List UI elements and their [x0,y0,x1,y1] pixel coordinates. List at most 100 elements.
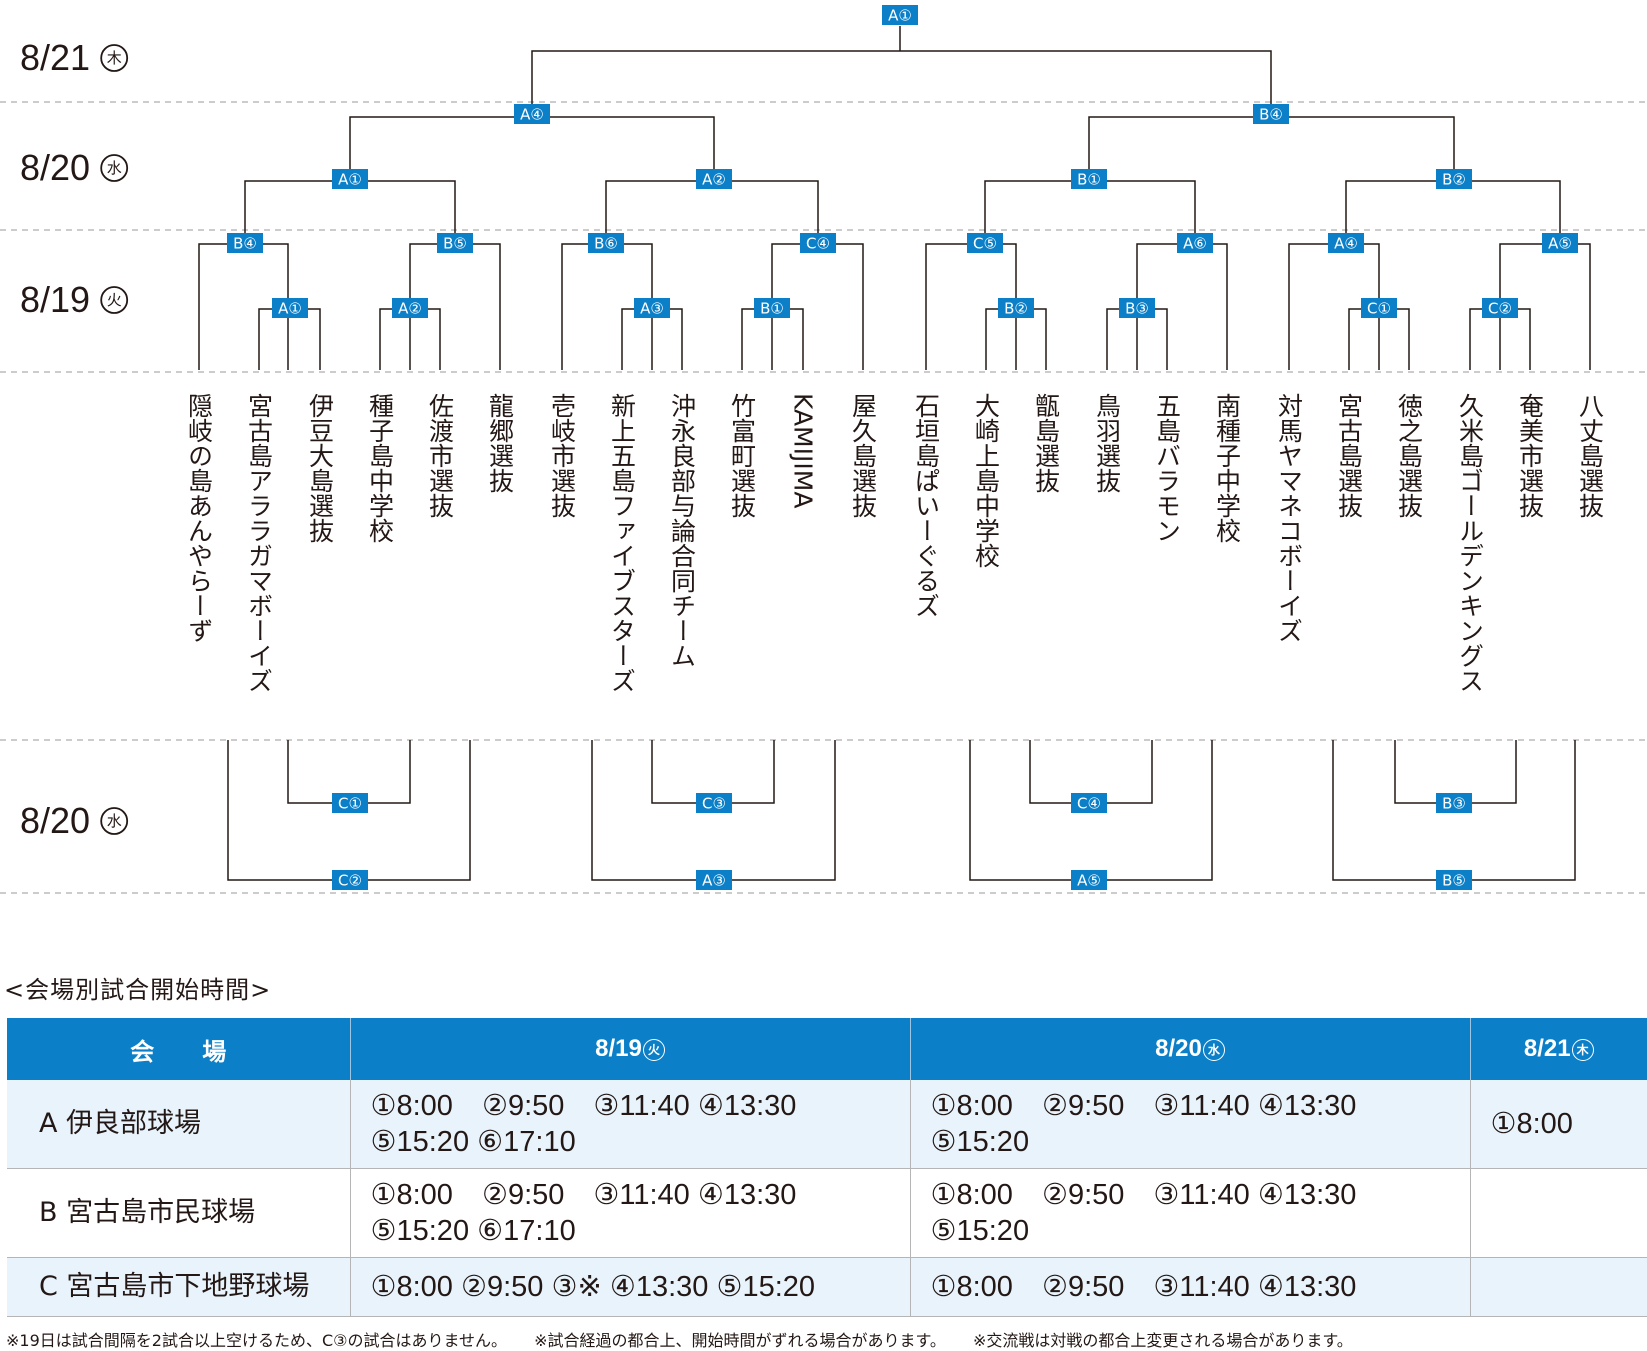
match-label: B④ [1259,106,1283,124]
table-row: B 宮古島市民球場 ①8:00 ②9:50 ③11:40 ④13:30 ⑤15:2… [7,1168,1647,1258]
round2-badge: A④ [1328,233,1364,253]
consolation-badge: B③ [1436,793,1472,813]
consolation-badge: C④ [1071,793,1107,813]
date-label: 8/21 木 [20,37,129,78]
date-text: 8/20 [20,147,90,188]
team-name: 八丈島選抜 [1576,393,1605,518]
match-label: B① [760,300,784,318]
table-row: C 宮古島市下地野球場 ①8:00 ②9:50 ③※ ④13:30 ⑤15:20… [7,1257,1647,1317]
times-line: ①8:00 ②9:50 ③11:40 ④13:30 [370,1179,797,1211]
round1-badge: C① [1361,298,1397,318]
round2-badge: B⑤ [437,233,473,253]
weekday-mark: 水 [107,812,122,830]
table-header-row: 会 場 8/19 火 8/20 水 8/21 木 [7,1018,1647,1080]
times-line: ①8:00 ②9:50 ③11:40 ④13:30 [370,1090,797,1122]
round2-badge: A⑥ [1177,233,1213,253]
header-day3: 8/21 木 [1470,1018,1647,1080]
quarterfinal-badge: B① [1071,169,1107,189]
match-label: A② [702,171,726,189]
date-text: 8/19 [20,279,90,320]
team-name: 佐渡市選抜 [426,393,455,518]
team-name: 宮古島選抜 [1335,393,1364,518]
match-label: C② [1488,300,1512,318]
consolation-badge: C① [332,793,368,813]
times-line: ⑤15:20 ⑥17:10 [370,1126,576,1158]
round2-badge: B④ [227,233,263,253]
match-label: B⑤ [443,235,467,253]
bracket-line [1088,116,1455,181]
team-name: 鳥羽選抜 [1093,393,1122,493]
schedule-title: <会場別試合開始時間> [4,976,272,1004]
quarterfinal-badge: B② [1436,169,1472,189]
match-label: C⑤ [973,235,997,253]
match-label: B② [1442,171,1466,189]
footnote: ※試合経過の都合上、開始時間がずれる場合があります。 [534,1331,946,1350]
date-label: 8/20 水 [20,147,129,188]
bracket-line [1345,180,1561,244]
times-day1: ①8:00 ②9:50 ③※ ④13:30 ⑤15:20 [350,1257,911,1317]
match-label: A③ [702,872,726,890]
header-day1-dow: 火 [642,1038,665,1061]
date-label: 8/19 火 [20,279,129,320]
header-day2: 8/20 水 [910,1018,1471,1080]
table-row: A 伊良部球場 ①8:00 ②9:50 ③11:40 ④13:30 ⑤15:20 … [7,1080,1647,1169]
bracket-line [258,308,321,370]
times-day1: ①8:00 ②9:50 ③11:40 ④13:30 ⑤15:20 ⑥17:10 [350,1168,911,1258]
header-day1: 8/19 火 [350,1018,911,1080]
round1-badge: A③ [634,298,670,318]
venue-schedule-table: 会 場 8/19 火 8/20 水 8/21 木 A 伊良部球場 ①8:00 ②9:5… [7,1018,1647,1317]
match-label: C④ [806,235,830,253]
times-day3 [1470,1257,1647,1317]
team-name: 甑島選抜 [1032,393,1061,493]
header-day1-date: 8/19 [595,1035,642,1062]
team-name: 対馬ヤマネコボーイズ [1275,393,1304,643]
final-badge: A① [882,5,918,25]
team-name: KAMIJIMA [789,393,818,508]
team-name: 大崎上島中学校 [972,393,1001,568]
match-label: A① [278,300,302,318]
consolation-badge: B⑤ [1436,870,1472,890]
team-name: 五島バラモン [1153,393,1182,543]
match-label: C③ [702,795,726,813]
times-line: ①8:00 ②9:50 ③11:40 ④13:30 [930,1090,1357,1122]
date-label: 8/20 水 [20,800,129,841]
consolation-badge: C③ [696,793,732,813]
team-name: 龍郷選抜 [486,393,515,493]
match-label: B④ [233,235,257,253]
round2-badge: C④ [800,233,836,253]
round1-badge: B① [754,298,790,318]
team-name: 宮古島アララガマボーイズ [245,393,274,693]
match-label: A⑤ [1077,872,1101,890]
match-label: A③ [640,300,664,318]
bracket-line [531,50,1272,117]
team-name: 隠岐の島あんやらーず [185,393,214,643]
times-line: ⑤15:20 [930,1215,1030,1247]
team-name: 沖永良部与論合同チーム [668,393,697,668]
round2-badge: A⑤ [1542,233,1578,253]
round1-badge: B② [998,298,1034,318]
footnotes: ※19日は試合間隔を2試合以上空けるため、C③の試合はありません。 ※試合経過の… [6,1327,1375,1351]
round2-badge: C⑤ [967,233,1003,253]
team-name: 新上五島ファイブスターズ [608,393,637,693]
bracket-line [605,180,819,244]
header-day2-date: 8/20 [1155,1035,1202,1062]
date-text: 8/21 [20,37,90,78]
round1-badge: C② [1482,298,1518,318]
semifinal-badge: A④ [514,104,550,124]
team-name: 奄美市選抜 [1516,393,1545,518]
times-day2: ①8:00 ②9:50 ③11:40 ④13:30 ⑤15:20 [910,1168,1471,1258]
team-name: 壱岐市選抜 [548,393,577,518]
times-day3 [1470,1168,1647,1258]
match-label: A⑤ [1548,235,1572,253]
match-label: B⑤ [1442,872,1466,890]
times-line: ①8:00 ②9:50 ③11:40 ④13:30 [930,1179,1357,1211]
venue-name: C 宮古島市下地野球場 [7,1257,351,1317]
match-label: B③ [1442,795,1466,813]
consolation-badge: A③ [696,870,732,890]
team-name: 伊豆大島選抜 [306,393,335,543]
match-label: A④ [520,106,544,124]
match-label: A② [398,300,422,318]
header-day2-dow: 水 [1202,1038,1225,1061]
team-name: 久米島ゴールデンキングス [1456,393,1485,693]
times-day2: ①8:00 ②9:50 ③11:40 ④13:30 [910,1257,1471,1317]
